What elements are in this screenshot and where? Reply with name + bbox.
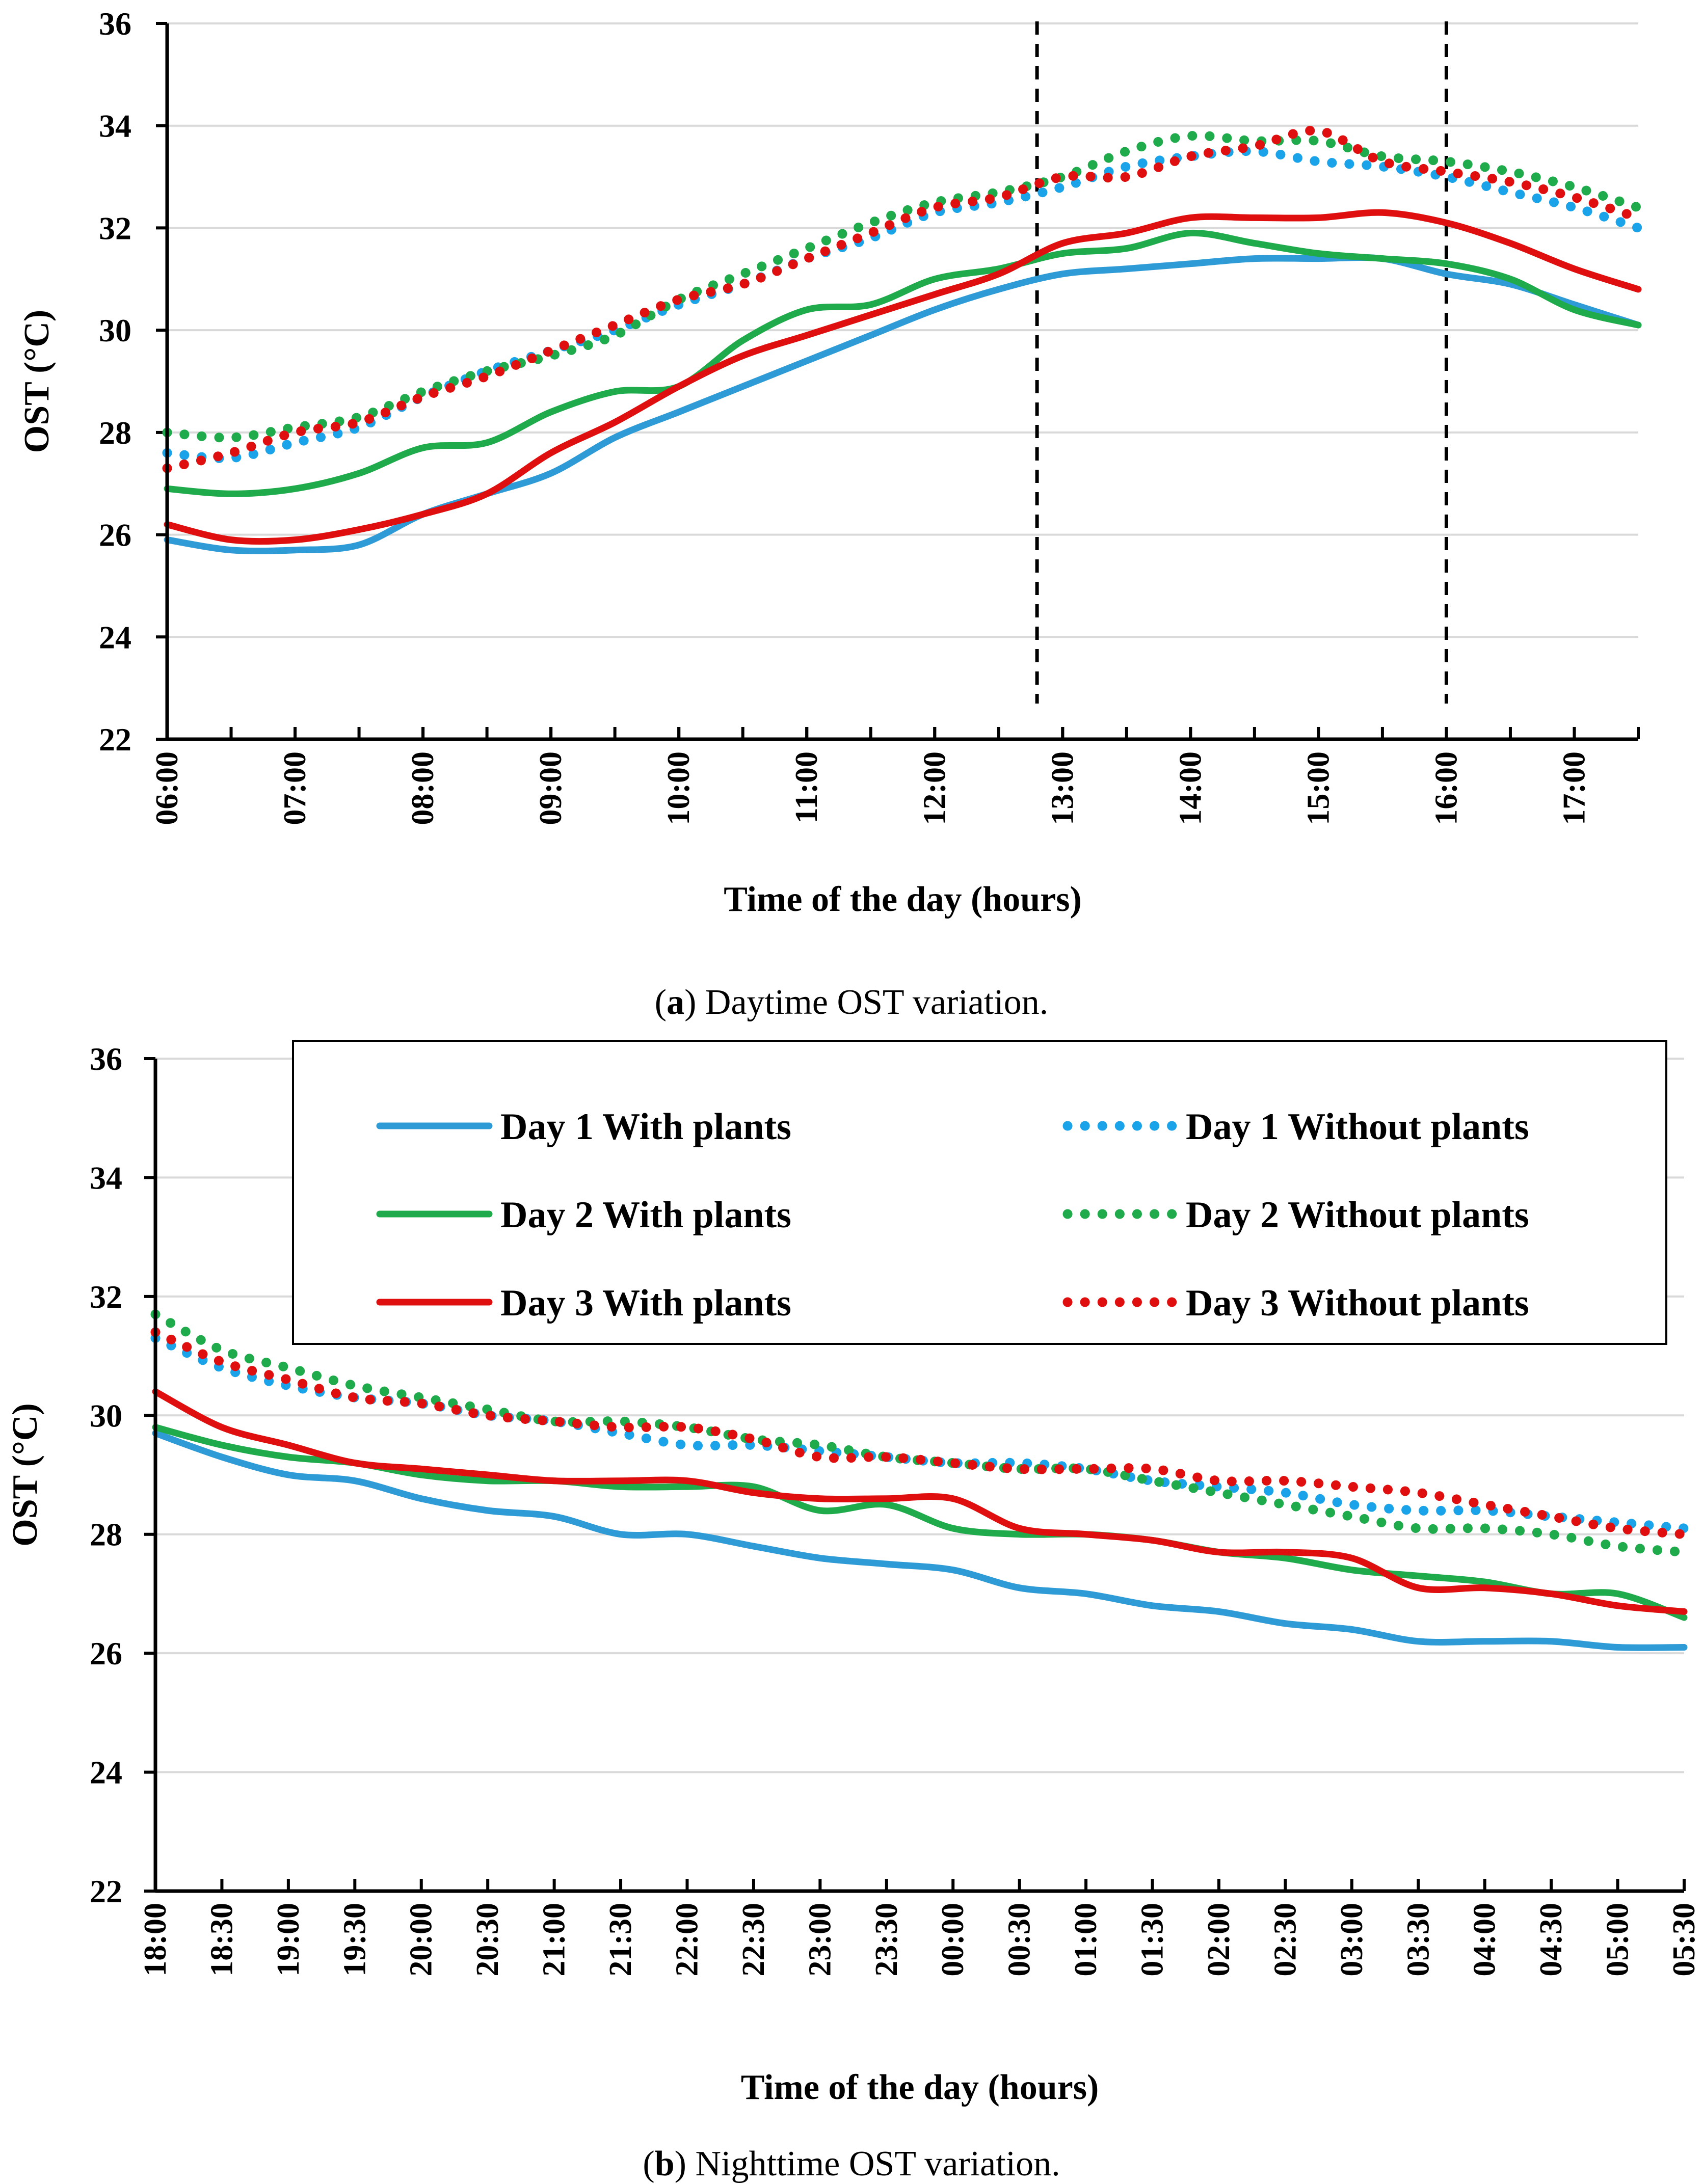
series-line bbox=[162, 130, 1643, 443]
legend-label: Day 3 With plants bbox=[500, 1282, 791, 1324]
x-tick-label: 13:00 bbox=[1045, 751, 1080, 825]
series-line bbox=[162, 125, 1643, 473]
y-tick-label: 32 bbox=[90, 1279, 122, 1315]
y-tick-label: 22 bbox=[99, 721, 131, 758]
x-tick-label: 05:30 bbox=[1667, 1903, 1701, 1977]
caption: (b) Nighttime OST variation. bbox=[643, 2144, 1060, 2183]
x-tick-label: 10:00 bbox=[661, 751, 696, 825]
x-tick-label: 06:00 bbox=[150, 751, 184, 825]
legend-label: Day 1 With plants bbox=[500, 1106, 791, 1148]
x-tick-label: 05:00 bbox=[1601, 1903, 1635, 1977]
x-tick-label: 07:00 bbox=[278, 751, 312, 825]
x-tick-label: 23:00 bbox=[803, 1903, 837, 1977]
y-tick-label: 26 bbox=[99, 517, 131, 553]
x-tick-label: 16:00 bbox=[1429, 751, 1463, 825]
y-tick-label: 26 bbox=[90, 1635, 122, 1671]
x-tick-label: 11:00 bbox=[789, 751, 824, 823]
y-tick-label: 36 bbox=[90, 1041, 122, 1077]
x-tick-label: 21:00 bbox=[537, 1903, 572, 1977]
x-tick-label: 15:00 bbox=[1301, 751, 1336, 825]
x-tick-label: 20:00 bbox=[404, 1903, 439, 1977]
x-tick-label: 09:00 bbox=[534, 751, 568, 825]
y-tick-label: 24 bbox=[99, 619, 131, 655]
y-axis-title: OST (°C) bbox=[17, 310, 57, 453]
y-tick-label: 22 bbox=[90, 1873, 122, 1909]
chart-a: 22 24 26 28 30 32 34 36 06:00 07:00 08:00 09:00 10:0… bbox=[17, 6, 1643, 1022]
x-tick-label: 18:00 bbox=[138, 1903, 173, 1977]
x-tick-label: 00:30 bbox=[1002, 1903, 1037, 1977]
x-tick-label: 17:00 bbox=[1557, 751, 1591, 825]
series-line bbox=[152, 1424, 1688, 1621]
legend-label: Day 2 With plants bbox=[500, 1194, 791, 1236]
x-tick-label: 03:00 bbox=[1335, 1903, 1369, 1977]
x-tick-label: 21:30 bbox=[603, 1903, 638, 1977]
legend-label: Day 3 Without plants bbox=[1186, 1282, 1529, 1324]
x-tick-label: 01:00 bbox=[1069, 1903, 1103, 1977]
x-tick-label: 02:00 bbox=[1202, 1903, 1236, 1977]
x-tick-label: 19:00 bbox=[271, 1903, 306, 1977]
chart-b: 22 24 26 28 30 32 34 36 18:00 18:30 19:00 19:30 20:0… bbox=[6, 1041, 1701, 2183]
x-tick-label: 14:00 bbox=[1173, 751, 1208, 825]
y-tick-label: 28 bbox=[90, 1517, 122, 1553]
x-tick-label: 04:30 bbox=[1534, 1903, 1568, 1977]
x-axis-title: Time of the day (hours) bbox=[724, 880, 1082, 919]
legend-label: Day 1 Without plants bbox=[1186, 1106, 1529, 1148]
series-line bbox=[152, 1430, 1688, 1651]
x-tick-label: 04:00 bbox=[1468, 1903, 1502, 1977]
x-tick-label: 22:00 bbox=[670, 1903, 704, 1977]
y-tick-label: 36 bbox=[99, 6, 131, 42]
y-tick-label: 34 bbox=[99, 108, 131, 144]
x-tick-label: 08:00 bbox=[406, 751, 440, 825]
x-tick-label: 02:30 bbox=[1268, 1903, 1302, 1977]
y-tick-label: 34 bbox=[90, 1160, 122, 1196]
x-tick-label: 23:30 bbox=[869, 1903, 904, 1977]
y-tick-label: 28 bbox=[99, 415, 131, 451]
y-axis-title: OST (°C) bbox=[6, 1403, 45, 1546]
y-tick-label: 30 bbox=[90, 1397, 122, 1434]
caption: (a) Daytime OST variation. bbox=[655, 983, 1048, 1022]
legend: Day 1 With plants Day 1 Without plants Day… bbox=[292, 1040, 1667, 1345]
x-tick-label: 01:30 bbox=[1135, 1903, 1170, 1977]
series-line bbox=[164, 209, 1642, 545]
y-tick-label: 32 bbox=[99, 210, 131, 246]
series-line bbox=[150, 1327, 1689, 1540]
x-tick-label: 22:30 bbox=[736, 1903, 771, 1977]
series-line bbox=[164, 229, 1642, 497]
x-tick-label: 19:30 bbox=[337, 1903, 372, 1977]
x-tick-label: 20:30 bbox=[470, 1903, 505, 1977]
x-axis-title: Time of the day (hours) bbox=[741, 2068, 1099, 2107]
y-tick-label: 24 bbox=[90, 1755, 122, 1791]
legend-box bbox=[292, 1040, 1667, 1345]
legend-label: Day 2 Without plants bbox=[1186, 1194, 1529, 1236]
x-tick-label: 03:30 bbox=[1401, 1903, 1435, 1977]
y-tick-label: 30 bbox=[99, 312, 131, 348]
series-line bbox=[152, 1388, 1688, 1615]
x-tick-label: 18:30 bbox=[204, 1903, 239, 1977]
x-tick-label: 12:00 bbox=[917, 751, 952, 825]
x-tick-label: 00:00 bbox=[936, 1903, 970, 1977]
